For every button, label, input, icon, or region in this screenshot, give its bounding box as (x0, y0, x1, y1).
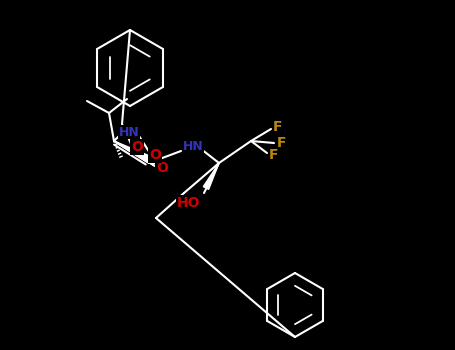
Polygon shape (203, 163, 219, 189)
Text: F: F (268, 148, 278, 162)
Text: HN: HN (182, 140, 203, 154)
Text: O: O (131, 140, 143, 154)
Text: O: O (156, 161, 168, 175)
Text: F: F (272, 120, 282, 134)
Text: HO: HO (176, 196, 200, 210)
Text: F: F (276, 136, 286, 150)
Polygon shape (114, 141, 157, 165)
Text: O: O (149, 148, 161, 162)
Text: HN: HN (119, 126, 139, 139)
